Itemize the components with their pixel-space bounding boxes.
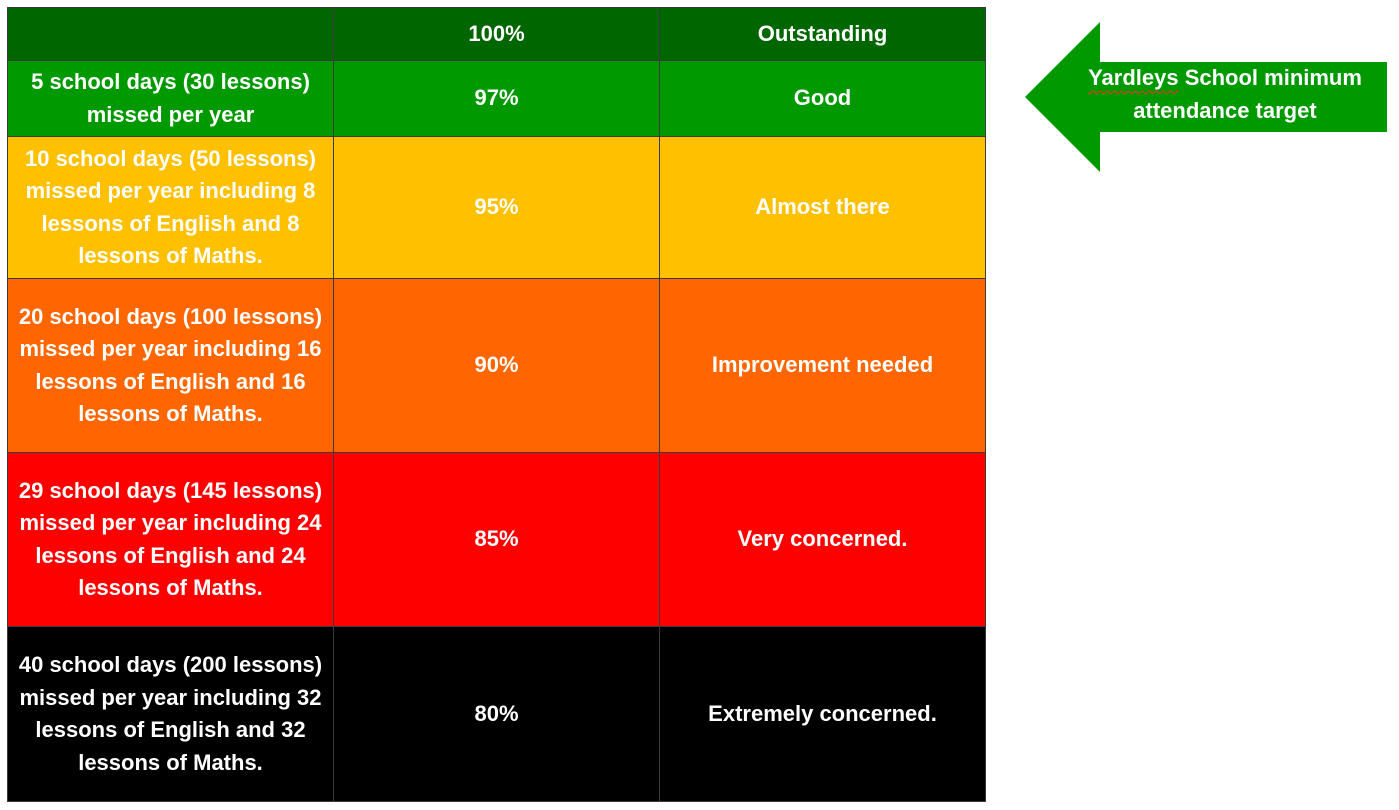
percent-cell: 97% — [333, 60, 660, 137]
missed-cell: 5 school days (30 lessons) missed per ye… — [7, 60, 334, 137]
callout-text-rest: School minimum — [1178, 65, 1362, 90]
rating-cell: Improvement needed — [659, 278, 986, 453]
table-row-90: 20 school days (100 lessons) missed per … — [7, 278, 986, 453]
missed-cell: 20 school days (100 lessons) missed per … — [7, 278, 334, 453]
table-row-100: 100% Outstanding — [7, 7, 986, 61]
callout-line-1: Yardleys School minimum — [1070, 62, 1380, 95]
rating-cell: Good — [659, 60, 986, 137]
percent-cell: 90% — [333, 278, 660, 453]
percent-cell: 95% — [333, 136, 660, 279]
table-row-95: 10 school days (50 lessons) missed per y… — [7, 136, 986, 279]
rating-cell: Outstanding — [659, 7, 986, 61]
rating-cell: Very concerned. — [659, 452, 986, 627]
table-row-97: 5 school days (30 lessons) missed per ye… — [7, 60, 986, 137]
table-row-85: 29 school days (145 lessons) missed per … — [7, 452, 986, 627]
missed-cell: 40 school days (200 lessons) missed per … — [7, 626, 334, 802]
callout-line-2: attendance target — [1133, 97, 1317, 123]
rating-cell: Almost there — [659, 136, 986, 279]
percent-cell: 85% — [333, 452, 660, 627]
table-row-80: 40 school days (200 lessons) missed per … — [7, 626, 986, 802]
attendance-table: 100% Outstanding 5 school days (30 lesso… — [7, 7, 986, 802]
missed-cell — [7, 7, 334, 61]
arrow-left-icon — [1025, 22, 1387, 172]
percent-cell: 100% — [333, 7, 660, 61]
target-callout: Yardleys School minimum attendance targe… — [1070, 62, 1380, 127]
percent-cell: 80% — [333, 626, 660, 802]
school-name: Yardleys — [1088, 65, 1179, 90]
missed-cell: 29 school days (145 lessons) missed per … — [7, 452, 334, 627]
missed-cell: 10 school days (50 lessons) missed per y… — [7, 136, 334, 279]
rating-cell: Extremely concerned. — [659, 626, 986, 802]
